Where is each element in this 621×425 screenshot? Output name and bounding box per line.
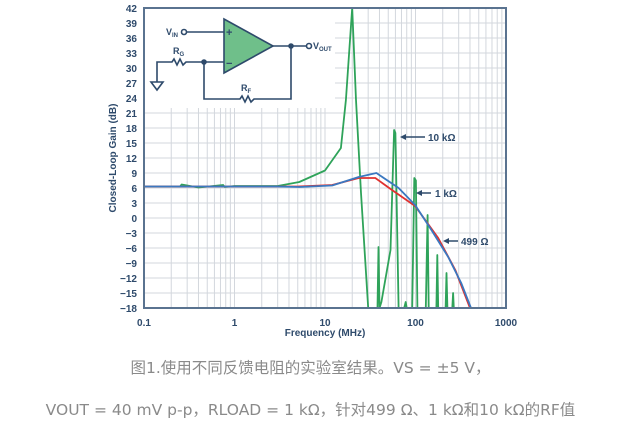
y-tick-label: −6 [126, 244, 138, 255]
series-line-499 [144, 177, 471, 308]
vin-terminal [180, 28, 188, 36]
svg-text:10 kΩ: 10 kΩ [428, 133, 455, 144]
svg-text:1 kΩ: 1 kΩ [435, 189, 457, 200]
x-tick-labels: 0.1 1 10 100 1000 [137, 318, 518, 329]
y-tick-label: 30 [126, 64, 138, 75]
vout-terminal [305, 42, 313, 50]
y-tick-label: 42 [126, 4, 138, 15]
x-tick-label: 1 [232, 318, 238, 329]
series-line-1k [144, 172, 472, 308]
y-tick-label: 33 [126, 49, 138, 60]
minus-sign: − [226, 58, 232, 70]
y-tick-label: 15 [126, 139, 138, 150]
x-tick-label: 1000 [495, 318, 518, 329]
y-tick-label: 27 [126, 79, 138, 90]
plot-frame [143, 7, 507, 309]
y-tick-label: 12 [126, 154, 138, 165]
y-tick-label: 0 [131, 214, 137, 225]
x-axis-label: Frequency (MHz) [285, 328, 366, 339]
plus-sign: + [226, 27, 232, 39]
vout-label: VOUT [313, 41, 332, 53]
x-tick-label: 100 [407, 318, 424, 329]
ground-icon [149, 81, 165, 92]
vin-label: VIN [166, 27, 178, 39]
y-tick-label: 21 [126, 109, 138, 120]
y-tick-label: 36 [126, 34, 138, 45]
annotation-499: 499 Ω [443, 237, 488, 248]
y-tick-label: 39 [126, 19, 138, 30]
x-tick-label: 0.1 [137, 318, 151, 329]
figure-caption-line-2: VOUT = 40 mV p-p，RLOAD = 1 kΩ，针对499 Ω、1 … [45, 401, 576, 419]
y-tick-label: −3 [126, 229, 138, 240]
rg-label: RG [173, 46, 185, 58]
svg-text:499 Ω: 499 Ω [461, 237, 488, 248]
y-tick-label: 3 [131, 199, 137, 210]
annotation-10k: 10 kΩ [400, 133, 455, 144]
y-tick-label: 6 [131, 184, 137, 195]
x-tick-label: 10 [319, 318, 331, 329]
y-tick-label: −18 [120, 304, 137, 315]
gain-chart: 42393633302724211815129630−3−6−9−12−15−1… [108, 4, 518, 339]
opamp-schematic [149, 17, 313, 104]
rg-resistor [156, 57, 224, 82]
y-tick-label: −9 [126, 259, 138, 270]
y-tick-labels: 42393633302724211815129630−3−6−9−12−15−1… [120, 4, 137, 315]
y-axis-label: Closed-Loop Gain (dB) [108, 104, 119, 213]
y-tick-label: 18 [126, 124, 138, 135]
y-tick-label: −15 [120, 289, 137, 300]
opamp-triangle [223, 17, 275, 75]
figure-caption-line-1: 图1.使用不同反馈电阻的实验室结果。VS = ±5 V， [130, 359, 491, 377]
y-tick-label: 9 [131, 169, 137, 180]
rf-resistor [203, 46, 292, 104]
y-tick-label: −12 [120, 274, 137, 285]
annotation-1k: 1 kΩ [416, 189, 457, 200]
series-layer [144, 8, 472, 308]
rf-label: RF [241, 83, 252, 95]
y-tick-label: 24 [126, 94, 138, 105]
